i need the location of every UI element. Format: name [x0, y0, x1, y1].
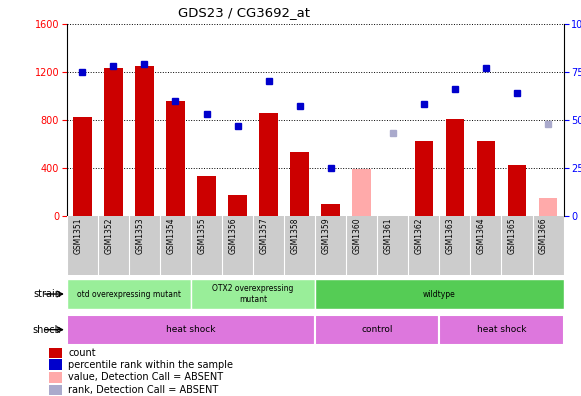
Bar [49, 385, 62, 395]
Bar [315, 279, 564, 309]
Bar [73, 117, 92, 216]
Bar [315, 314, 439, 345]
Text: GSM1361: GSM1361 [384, 218, 393, 254]
Text: value, Detection Call = ABSENT: value, Detection Call = ABSENT [69, 373, 224, 383]
Bar [49, 360, 62, 370]
Text: otd overexpressing mutant: otd overexpressing mutant [77, 289, 181, 299]
Text: GSM1352: GSM1352 [105, 218, 113, 254]
Text: GSM1365: GSM1365 [508, 218, 517, 254]
Text: GSM1366: GSM1366 [539, 218, 548, 254]
Text: GSM1357: GSM1357 [260, 218, 268, 254]
Bar [104, 68, 123, 216]
Text: strain: strain [33, 289, 61, 299]
Text: GSM1362: GSM1362 [415, 218, 424, 254]
Bar [197, 175, 216, 216]
Bar [67, 279, 191, 309]
Bar [228, 195, 247, 216]
Text: GSM1354: GSM1354 [167, 218, 175, 254]
Text: GSM1358: GSM1358 [290, 218, 300, 254]
Bar [539, 198, 557, 216]
Text: OTX2 overexpressing
mutant: OTX2 overexpressing mutant [213, 284, 294, 304]
Text: GSM1353: GSM1353 [135, 218, 145, 254]
Bar [415, 141, 433, 216]
Bar [446, 118, 464, 216]
Text: control: control [361, 325, 393, 334]
Text: GSM1360: GSM1360 [353, 218, 362, 254]
Text: GSM1355: GSM1355 [198, 218, 206, 254]
Text: rank, Detection Call = ABSENT: rank, Detection Call = ABSENT [69, 385, 218, 395]
Bar [67, 314, 315, 345]
Text: GSM1351: GSM1351 [73, 218, 83, 254]
Text: percentile rank within the sample: percentile rank within the sample [69, 360, 234, 369]
Text: GSM1363: GSM1363 [446, 218, 455, 254]
Bar [166, 101, 185, 216]
Text: heat shock: heat shock [166, 325, 216, 334]
Text: heat shock: heat shock [477, 325, 526, 334]
Text: GSM1359: GSM1359 [322, 218, 331, 254]
Bar [508, 166, 526, 216]
Bar [135, 66, 154, 216]
Text: count: count [69, 348, 96, 358]
Text: GDS23 / CG3692_at: GDS23 / CG3692_at [178, 6, 310, 19]
Bar [290, 152, 309, 216]
Bar [259, 112, 278, 216]
Bar [321, 204, 340, 216]
Text: shock: shock [33, 325, 61, 335]
Bar [49, 348, 62, 358]
Bar [191, 279, 315, 309]
Text: GSM1364: GSM1364 [477, 218, 486, 254]
Bar [49, 372, 62, 383]
Text: GSM1356: GSM1356 [228, 218, 238, 254]
Bar [353, 169, 371, 216]
Bar [439, 314, 564, 345]
Bar [476, 141, 495, 216]
Text: wildtype: wildtype [423, 289, 456, 299]
